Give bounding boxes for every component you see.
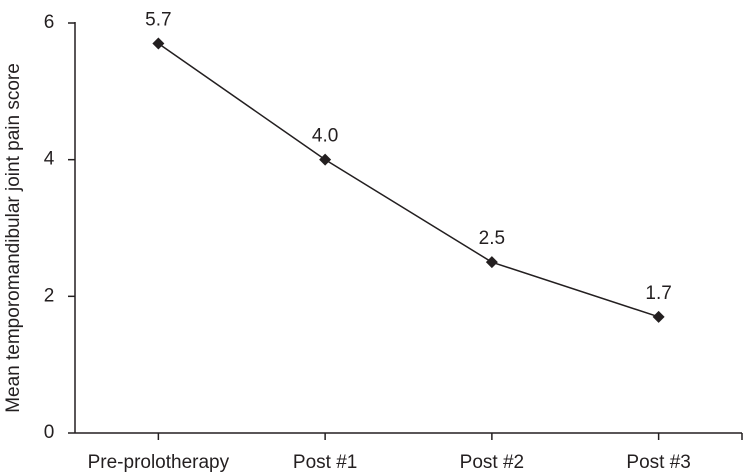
value-label: 1.7 [645, 283, 671, 304]
value-label: 4.0 [312, 126, 338, 147]
marker [485, 256, 498, 269]
x-tick-label: Post #2 [460, 452, 524, 473]
y-tick-label: 6 [44, 12, 55, 33]
x-tick-label: Post #3 [626, 452, 690, 473]
marker [152, 37, 165, 50]
y-tick-label: 2 [44, 285, 55, 306]
y-axis-label: Mean temporomandibular joint pain score [3, 63, 24, 413]
marker [652, 310, 665, 323]
data-line [157, 42, 659, 318]
y-tick-label: 0 [44, 422, 55, 443]
x-tick-label: Post #1 [293, 452, 357, 473]
value-label: 5.7 [145, 10, 171, 31]
x-tick-label: Pre-prolotherapy [88, 452, 230, 473]
y-tick-label: 4 [44, 149, 55, 170]
value-label: 2.5 [479, 228, 505, 249]
marker [319, 153, 332, 166]
